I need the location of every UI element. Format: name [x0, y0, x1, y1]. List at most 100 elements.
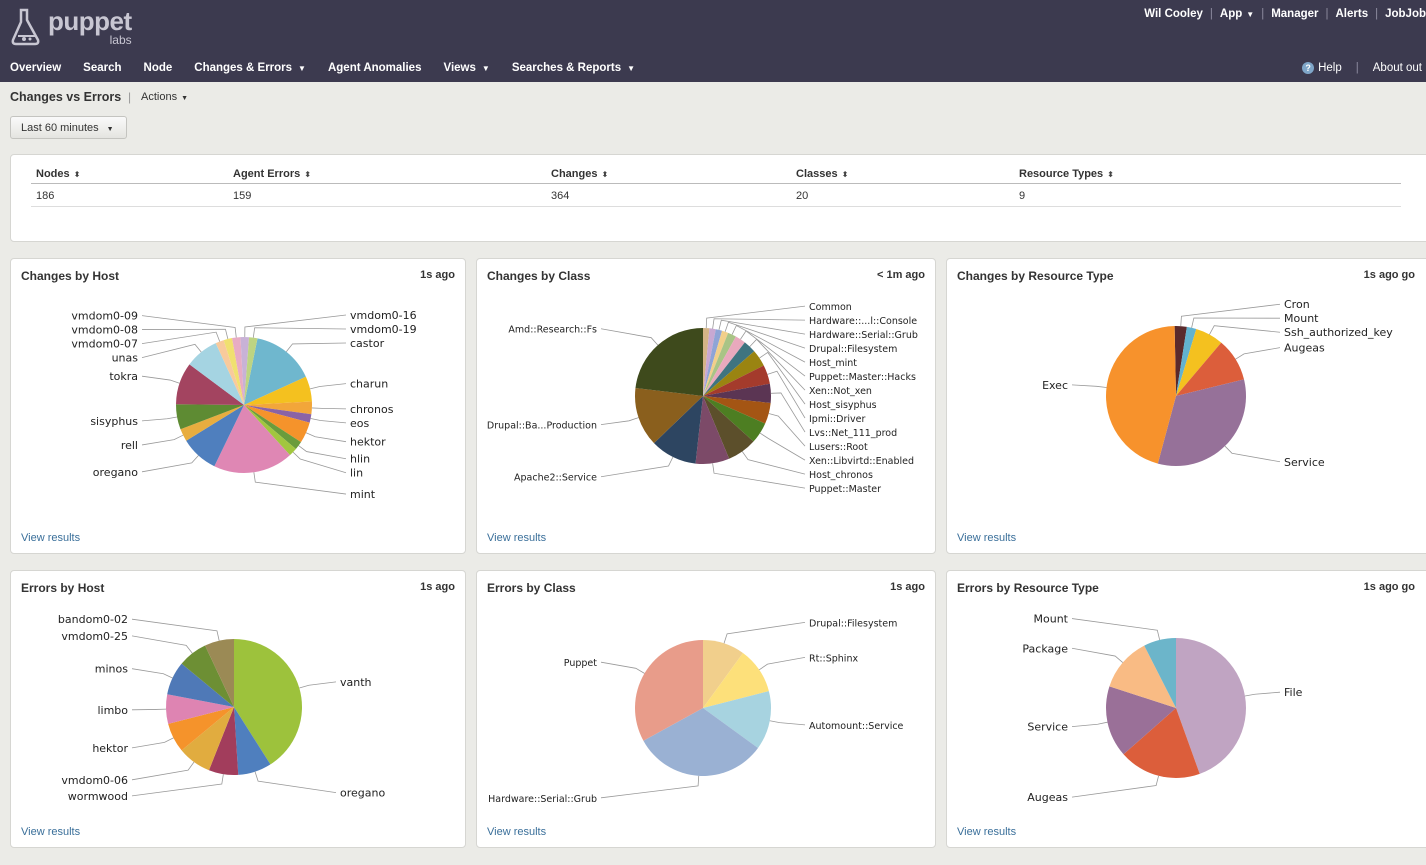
pie-slice[interactable] — [205, 639, 234, 707]
view-results-link[interactable]: View results — [21, 532, 81, 544]
puppet-logo[interactable]: puppet labs — [10, 8, 132, 48]
leader-line — [309, 383, 347, 390]
pie-slice[interactable] — [635, 387, 703, 444]
column-header[interactable]: Resource Types ⬍ — [1019, 168, 1114, 180]
pie-slice[interactable] — [244, 405, 296, 456]
about-link[interactable]: About out — [1372, 62, 1422, 74]
pie-slice[interactable] — [643, 708, 759, 776]
pie-slice[interactable] — [703, 691, 771, 748]
pie-slice[interactable] — [234, 707, 271, 775]
user-name-link[interactable]: Wil Cooley — [1144, 8, 1203, 20]
pie-slice[interactable] — [176, 364, 244, 405]
pie-slice[interactable] — [214, 405, 290, 473]
pie-slice[interactable] — [635, 640, 703, 741]
pie-slice[interactable] — [175, 404, 244, 430]
pie-slice[interactable] — [635, 328, 703, 396]
slice-label: Hardware::Serial::Grub — [488, 794, 597, 805]
pie-slice[interactable] — [1106, 326, 1176, 464]
pie-slice[interactable] — [703, 640, 743, 708]
actions-menu[interactable]: Actions ▼ — [141, 91, 188, 103]
pie-slice[interactable] — [703, 652, 769, 708]
pie-slice[interactable] — [1176, 329, 1222, 396]
pie-slice[interactable] — [244, 337, 258, 405]
pie-slice[interactable] — [703, 383, 771, 403]
pie-slice[interactable] — [181, 645, 234, 707]
column-header[interactable]: Changes ⬍ — [551, 168, 608, 180]
pie-slice[interactable] — [703, 328, 710, 396]
slice-label: castor — [350, 337, 385, 350]
slice-label: limbo — [97, 704, 128, 717]
pie-slice[interactable] — [244, 405, 310, 443]
nav-changes-errors[interactable]: Changes & Errors ▼ — [194, 62, 306, 74]
view-results-link[interactable]: View results — [957, 532, 1017, 544]
pie-slice[interactable] — [244, 405, 301, 449]
pie-slice[interactable] — [166, 694, 234, 724]
pie-slice[interactable] — [703, 396, 754, 459]
pie-slice[interactable] — [703, 342, 755, 396]
table-cell: 159 — [233, 190, 252, 202]
pie-slice[interactable] — [703, 329, 723, 396]
pie-slice[interactable] — [244, 338, 306, 405]
pie-slice[interactable] — [180, 405, 244, 441]
time-range-dropdown[interactable]: Last 60 minutes ▼ — [10, 116, 127, 139]
table-cell: 20 — [796, 190, 809, 202]
view-results-link[interactable]: View results — [487, 532, 547, 544]
pie-slice[interactable] — [1176, 326, 1197, 396]
column-header[interactable]: Classes ⬍ — [796, 168, 848, 180]
column-header[interactable]: Nodes ⬍ — [36, 168, 80, 180]
pie-slice[interactable] — [1109, 645, 1176, 708]
pie-slice[interactable] — [168, 707, 234, 751]
pie-slice[interactable] — [1106, 686, 1176, 755]
view-results-link[interactable]: View results — [21, 826, 81, 838]
pie-slice[interactable] — [244, 376, 312, 405]
nav-views[interactable]: Views ▼ — [443, 62, 489, 74]
pie-slice[interactable] — [703, 396, 771, 424]
pie-slice[interactable] — [240, 337, 250, 405]
pie-slice[interactable] — [1176, 638, 1246, 774]
slice-label: Puppet — [564, 658, 597, 669]
alerts-link[interactable]: Alerts — [1335, 8, 1369, 20]
pie-slice[interactable] — [181, 707, 234, 771]
pie-slice[interactable] — [244, 405, 312, 423]
pie-slice[interactable] — [189, 343, 244, 405]
pie-slice[interactable] — [703, 332, 736, 396]
pie-slice[interactable] — [244, 401, 313, 415]
nav-searches-reports[interactable]: Searches & Reports ▼ — [512, 62, 635, 74]
nav-node[interactable]: Node — [144, 62, 173, 74]
nav-label: Searches & Reports — [511, 62, 622, 74]
pie-slice[interactable] — [703, 365, 770, 396]
pie-slice[interactable] — [223, 338, 244, 405]
app-menu[interactable]: App ▼ — [1220, 8, 1254, 20]
view-results-link[interactable]: View results — [487, 826, 547, 838]
pie-slice[interactable] — [1157, 379, 1246, 466]
nav-search[interactable]: Search — [83, 62, 121, 74]
pie-slice[interactable] — [703, 330, 729, 396]
nav-overview[interactable]: Overview — [10, 62, 61, 74]
pie-slice[interactable] — [1144, 638, 1176, 708]
pie-slice[interactable] — [1123, 708, 1200, 778]
manager-link[interactable]: Manager — [1271, 8, 1319, 20]
pie-slice[interactable] — [1174, 326, 1187, 396]
pie-slice[interactable] — [695, 396, 730, 464]
pie-slice[interactable] — [703, 328, 716, 396]
pie-slice[interactable] — [653, 396, 703, 464]
pie-slice[interactable] — [167, 663, 234, 707]
pie-slice[interactable] — [186, 405, 244, 467]
leader-line — [723, 622, 806, 644]
pie-slice[interactable] — [703, 351, 764, 396]
column-header-label: Resource Types — [1019, 168, 1104, 180]
jobjob-link[interactable]: JobJob — [1385, 8, 1426, 20]
pie-slice[interactable] — [703, 396, 766, 442]
nav-agent-anomalies[interactable]: Agent Anomalies — [328, 62, 422, 74]
help-link[interactable]: ? Help — [1302, 62, 1342, 74]
pie-slice[interactable] — [234, 639, 302, 765]
column-header[interactable]: Agent Errors ⬍ — [233, 168, 311, 180]
pie-slice[interactable] — [703, 336, 745, 396]
leader-line — [712, 463, 806, 489]
pie-slice[interactable] — [208, 707, 239, 775]
pie-slice[interactable] — [215, 340, 244, 405]
pie-slice[interactable] — [1176, 342, 1244, 396]
leader-line — [770, 392, 806, 433]
pie-slice[interactable] — [232, 337, 244, 405]
view-results-link[interactable]: View results — [957, 826, 1017, 838]
